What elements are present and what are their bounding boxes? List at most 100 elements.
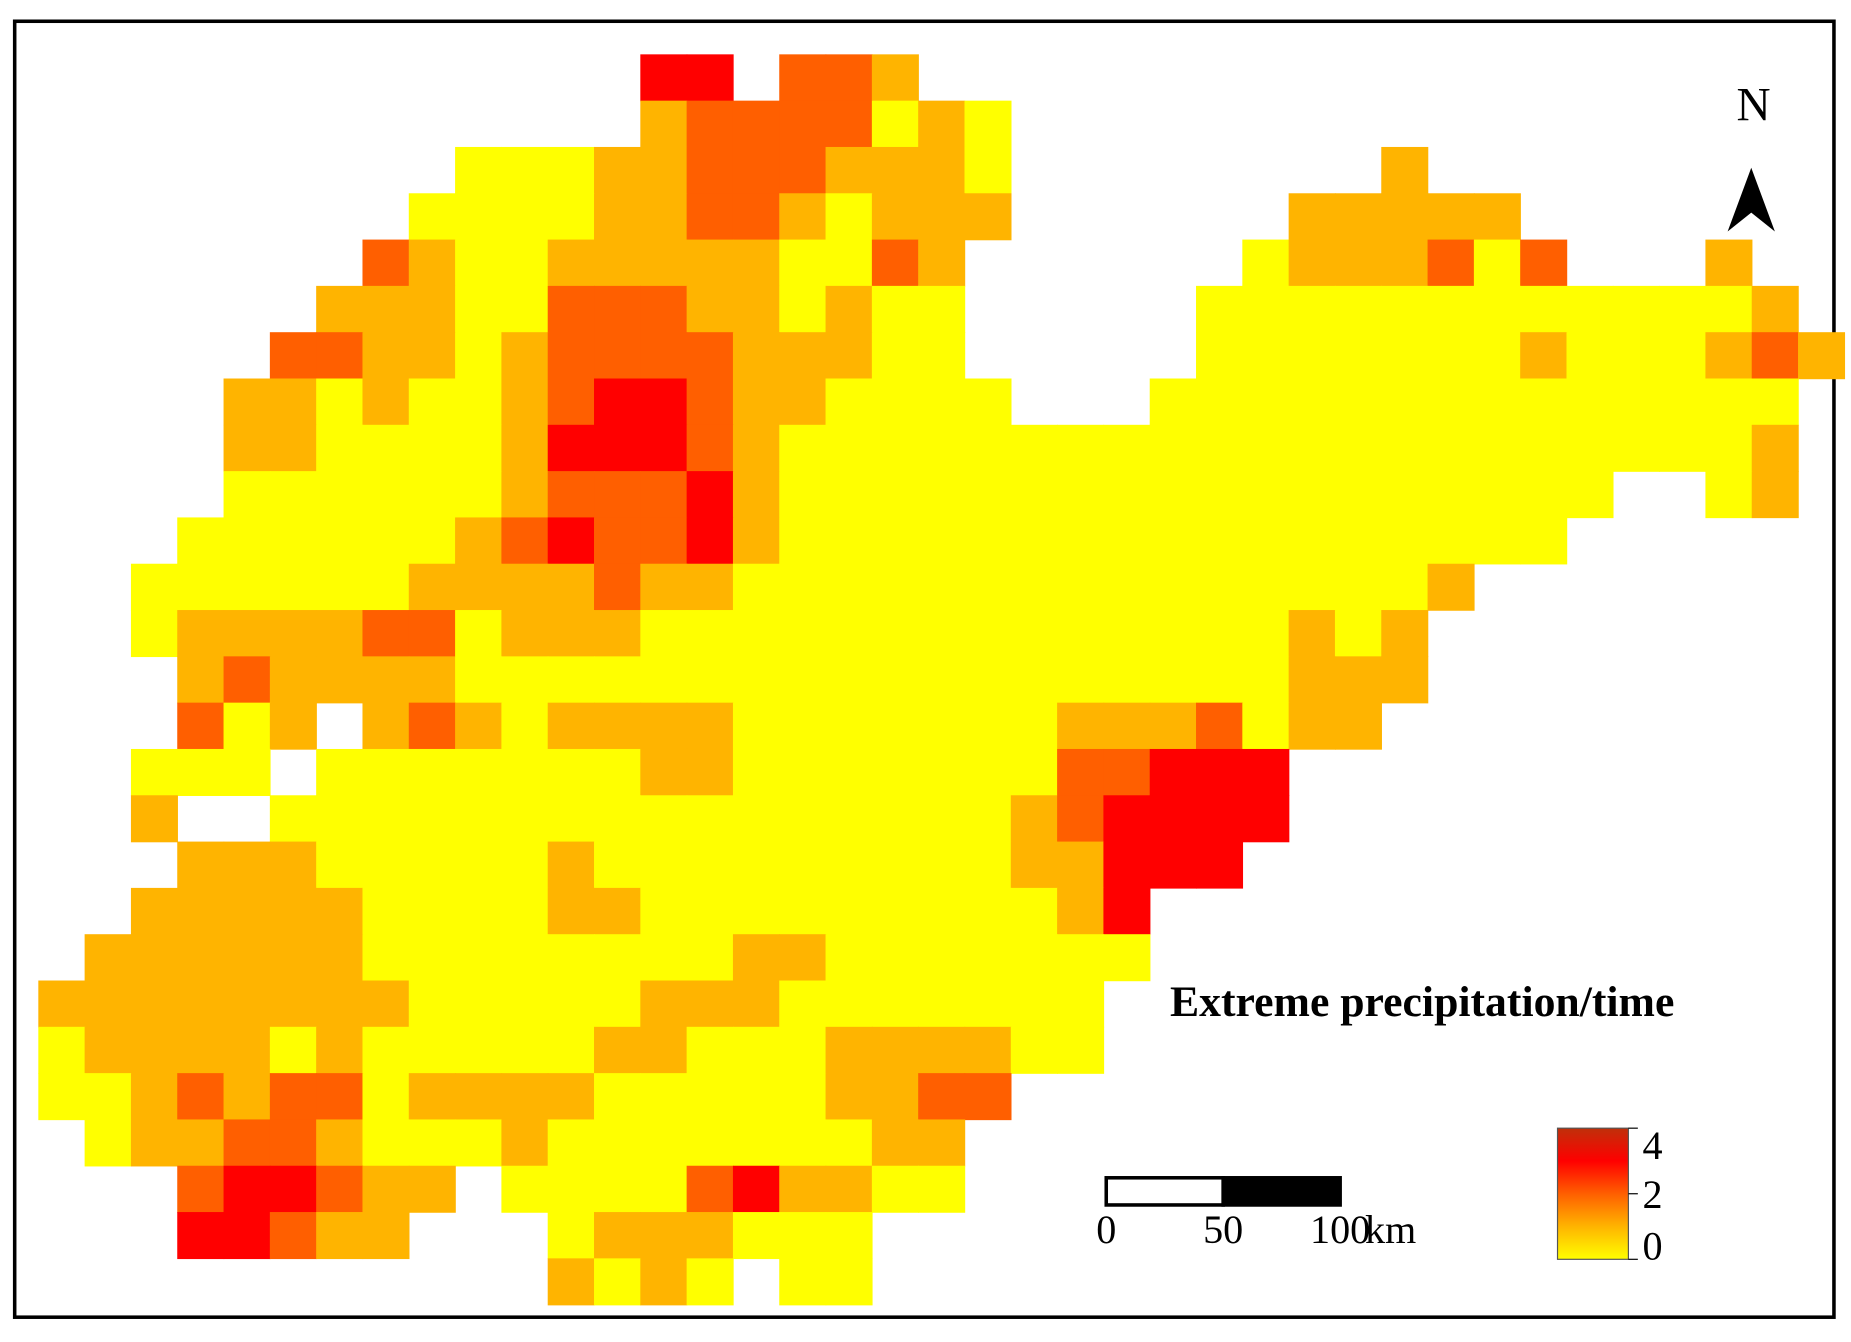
raster-cell [223, 563, 271, 611]
raster-cell [408, 934, 456, 982]
raster-cell [362, 332, 410, 380]
raster-cell [408, 980, 456, 1028]
raster-cell [964, 378, 1012, 426]
raster-cell [825, 980, 873, 1028]
raster-cell [825, 563, 873, 611]
raster-cell [732, 332, 780, 380]
raster-cell [964, 841, 1012, 889]
raster-cell [547, 285, 595, 333]
raster-cell [1427, 517, 1475, 565]
raster-cell [779, 1165, 827, 1213]
raster-cell [455, 887, 503, 935]
raster-cell [918, 1165, 966, 1213]
raster-cell [408, 193, 456, 241]
raster-cell [1566, 378, 1614, 426]
raster-cell [1149, 517, 1197, 565]
raster-cell [732, 1026, 780, 1074]
raster-cell [686, 332, 734, 380]
raster-cell [825, 424, 873, 472]
raster-cell [501, 1026, 549, 1074]
raster-cell [269, 332, 317, 380]
raster-cell [1520, 517, 1568, 565]
raster-cell [1288, 656, 1336, 704]
raster-cell [1242, 748, 1290, 796]
raster-cell [1057, 980, 1105, 1028]
raster-cell [871, 1119, 919, 1167]
raster-cell [640, 656, 688, 704]
raster-cell [1149, 610, 1197, 658]
raster-cell [316, 517, 364, 565]
raster-cell [1010, 980, 1058, 1028]
raster-cell [501, 146, 549, 194]
raster-cell [918, 239, 966, 287]
raster-cell [779, 424, 827, 472]
raster-cell [1334, 471, 1382, 519]
raster-cell [1057, 1026, 1105, 1074]
raster-cell [686, 239, 734, 287]
raster-cell [640, 1165, 688, 1213]
raster-cell [501, 193, 549, 241]
raster-cell [964, 748, 1012, 796]
raster-cell [1057, 471, 1105, 519]
raster-cell [686, 378, 734, 426]
raster-cell [825, 1165, 873, 1213]
raster-cell [594, 980, 642, 1028]
raster-cell [1242, 285, 1290, 333]
raster-cell [594, 563, 642, 611]
raster-cell [1149, 702, 1197, 750]
raster-cell [686, 193, 734, 241]
raster-cell [779, 748, 827, 796]
raster-cell [1288, 239, 1336, 287]
raster-cell [640, 610, 688, 658]
raster-cell [1288, 517, 1336, 565]
raster-cell [825, 702, 873, 750]
raster-cell [964, 471, 1012, 519]
raster-cell [1566, 332, 1614, 380]
raster-cell [455, 702, 503, 750]
raster-cell [501, 424, 549, 472]
raster-cell [1520, 378, 1568, 426]
raster-cell [84, 1119, 132, 1167]
raster-cell [1196, 563, 1244, 611]
raster-cell [686, 1165, 734, 1213]
raster-cell [223, 610, 271, 658]
raster-cell [408, 517, 456, 565]
raster-cell [594, 332, 642, 380]
raster-cell [1473, 378, 1521, 426]
raster-cell [1427, 193, 1475, 241]
raster-cell [223, 656, 271, 704]
raster-cell [686, 980, 734, 1028]
raster-cell [686, 887, 734, 935]
raster-cell [732, 702, 780, 750]
raster-cell [455, 841, 503, 889]
raster-cell [825, 841, 873, 889]
raster-cell [1381, 285, 1429, 333]
raster-cell [501, 795, 549, 843]
raster-cell [501, 239, 549, 287]
raster-cell [1566, 285, 1614, 333]
raster-cell [1010, 424, 1058, 472]
raster-cell [547, 1258, 595, 1306]
raster-cell [316, 1073, 364, 1121]
raster-cell [501, 378, 549, 426]
raster-cell [686, 54, 734, 102]
raster-cell [316, 1119, 364, 1167]
raster-cell [316, 841, 364, 889]
raster-cell [501, 887, 549, 935]
raster-cell [455, 656, 503, 704]
raster-cell [1751, 424, 1799, 472]
raster-cell [640, 702, 688, 750]
raster-cell [686, 1119, 734, 1167]
raster-cell [362, 563, 410, 611]
raster-cell [871, 424, 919, 472]
raster-cell [732, 887, 780, 935]
raster-cell [871, 471, 919, 519]
raster-cell [594, 934, 642, 982]
raster-cell [408, 1119, 456, 1167]
raster-cell [1705, 471, 1753, 519]
raster-cell [594, 748, 642, 796]
raster-cell [640, 748, 688, 796]
raster-cell [547, 1212, 595, 1260]
raster-cell [1010, 471, 1058, 519]
raster-cell [1057, 517, 1105, 565]
